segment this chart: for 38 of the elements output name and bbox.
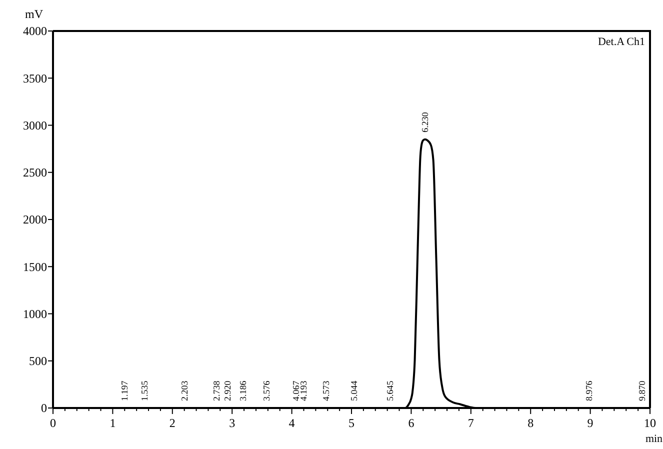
annotation: 2.738 <box>211 380 222 401</box>
y-tick-label: 3500 <box>23 71 47 86</box>
x-tick-label: 4 <box>288 416 295 430</box>
x-tick-label: 0 <box>50 416 56 430</box>
annotation: 3.186 <box>238 380 248 401</box>
y-tick-label: 1500 <box>23 260 47 274</box>
x-axis-title: min <box>645 433 663 445</box>
y-tick-label: 2000 <box>23 212 47 227</box>
annotation: 3.576 <box>261 380 272 401</box>
y-tick-label: 2500 <box>23 166 47 180</box>
x-tick-label: 5 <box>348 416 354 430</box>
y-axis-title: mV <box>25 7 44 21</box>
y-tick-label: 500 <box>29 354 47 368</box>
annotation: 2.203 <box>180 380 190 401</box>
annotation: 5.044 <box>349 380 360 401</box>
x-tick-label: 1 <box>110 416 116 430</box>
annotation: 5.645 <box>385 380 396 401</box>
y-tick-label: 0 <box>41 401 47 416</box>
x-tick-label: 10 <box>644 416 656 430</box>
x-tick-label: 2 <box>169 416 176 430</box>
annotation: 4.193 <box>298 380 308 401</box>
y-tick-label: 3000 <box>23 118 47 132</box>
annotation: 2.920 <box>222 380 232 401</box>
y-tick-label: 1000 <box>23 306 47 321</box>
annotation: 1.197 <box>119 380 130 401</box>
x-tick-label: 8 <box>528 416 534 430</box>
annotation: 4.573 <box>321 380 332 401</box>
annotation: 4.067 <box>290 380 301 401</box>
x-tick-label: 7 <box>468 416 474 430</box>
x-tick-label: 9 <box>587 416 594 430</box>
annotation: 1.535 <box>140 380 150 401</box>
annotation: 9.870 <box>637 380 648 401</box>
annotation: 6.230 <box>420 112 430 132</box>
annotation: Det.A Ch1 <box>598 36 645 48</box>
x-tick-label: 6 <box>408 416 414 430</box>
annotation: 8.976 <box>584 380 594 401</box>
y-tick-label: 4000 <box>23 24 47 38</box>
x-tick-label: 3 <box>229 416 236 430</box>
